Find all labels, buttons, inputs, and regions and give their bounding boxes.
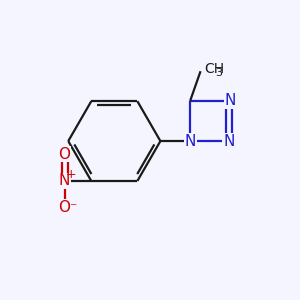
Text: CH: CH — [204, 62, 224, 76]
Text: O: O — [58, 147, 70, 162]
Text: N: N — [225, 94, 236, 109]
Text: +: + — [66, 168, 76, 181]
Text: N: N — [223, 134, 235, 148]
Text: N: N — [59, 173, 70, 188]
Text: N: N — [225, 134, 236, 148]
Text: 3: 3 — [215, 68, 222, 78]
Text: ⁻: ⁻ — [69, 201, 76, 215]
Text: O: O — [58, 200, 70, 215]
Text: N: N — [184, 134, 196, 148]
